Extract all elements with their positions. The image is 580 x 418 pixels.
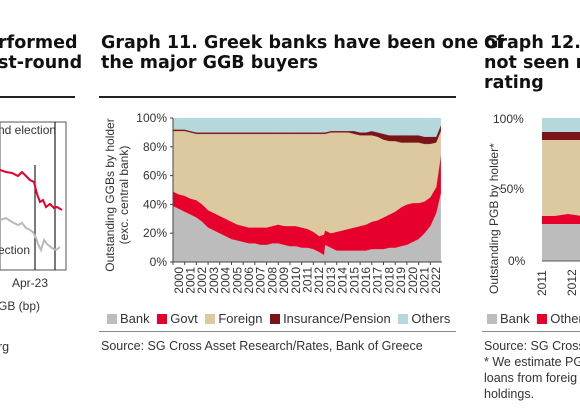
right-title-line-3: rating bbox=[484, 73, 544, 93]
left-title-rule bbox=[0, 96, 75, 98]
xtick-label-2001: 2001 bbox=[184, 267, 198, 294]
right-source-line-1: Source: SG Cross bbox=[484, 339, 580, 353]
xtick-label-2021: 2021 bbox=[417, 267, 431, 294]
right-source-line-2: * We estimate PG bbox=[484, 355, 580, 369]
xtick-label-2000: 2000 bbox=[172, 267, 186, 294]
left-legend: GB (bp) bbox=[0, 299, 40, 313]
right-legend-label-other: Other I bbox=[550, 311, 580, 326]
right-ytick-100: 100% bbox=[493, 112, 524, 126]
right-legend: Bank Other I bbox=[487, 311, 580, 326]
xtick-label-2011: 2011 bbox=[301, 267, 315, 293]
left-chart: nd election ection Apr-23 GB (bp) bbox=[0, 121, 67, 313]
ytick-label-100: 100% bbox=[136, 111, 167, 125]
right-xtick-2012: 2012 bbox=[565, 269, 579, 296]
xtick-label-2007: 2007 bbox=[254, 267, 268, 294]
legend-swatch-foreign bbox=[205, 314, 216, 324]
legend-item-insurance: Insurance/Pension bbox=[270, 311, 391, 326]
main-legend-rule bbox=[99, 331, 456, 332]
ytick-label-60: 60% bbox=[143, 169, 167, 183]
left-title-line-2: st-round bbox=[0, 53, 83, 73]
legend-swatch-insurance bbox=[270, 314, 281, 324]
ytick-label-0: 0% bbox=[150, 255, 168, 269]
legend-label-govt: Govt bbox=[170, 311, 198, 326]
right-ytick-0: 0% bbox=[508, 254, 526, 268]
xtick-label-2013: 2013 bbox=[324, 267, 338, 294]
right-area-others bbox=[542, 118, 580, 132]
xtick-label-2019: 2019 bbox=[394, 267, 408, 294]
xtick-label-2016: 2016 bbox=[359, 267, 373, 294]
ytick-label-80: 80% bbox=[143, 140, 167, 154]
ytick-label-40: 40% bbox=[143, 197, 167, 211]
right-area-govt bbox=[542, 214, 580, 224]
main-chart: 0%20%40%60%80%100%2000200120022003200420… bbox=[103, 111, 443, 294]
legend-swatch-bank bbox=[107, 314, 117, 324]
legend-label-others: Others bbox=[411, 311, 451, 326]
right-area-insurance bbox=[542, 132, 580, 140]
xtick-label-2005: 2005 bbox=[230, 267, 244, 294]
xtick-label-2014: 2014 bbox=[336, 267, 350, 294]
right-ylabel: Outstanding PGB by holder* bbox=[487, 143, 501, 294]
main-title-rule bbox=[99, 96, 456, 98]
right-legend-label-bank: Bank bbox=[500, 311, 530, 326]
xtick-label-2006: 2006 bbox=[242, 267, 256, 294]
area-others bbox=[172, 117, 441, 137]
y-axis-label-line-1: Outstanding GGBs by holder bbox=[103, 118, 117, 271]
right-legend-item-other: Other I bbox=[537, 311, 580, 326]
y-axis-label-line-2: (exc. central bank) bbox=[117, 146, 131, 245]
left-red-series bbox=[0, 169, 63, 211]
xtick-label-2002: 2002 bbox=[195, 267, 209, 294]
xtick-label-2012: 2012 bbox=[312, 267, 326, 294]
legend-item-foreign: Foreign bbox=[205, 311, 262, 326]
xtick-label-2022: 2022 bbox=[429, 267, 443, 294]
xtick-label-2009: 2009 bbox=[277, 267, 291, 294]
xtick-label-2010: 2010 bbox=[289, 267, 303, 294]
right-xtick-2011: 2011 bbox=[535, 270, 549, 296]
xtick-label-2015: 2015 bbox=[347, 267, 361, 294]
right-legend-swatch-bank bbox=[487, 314, 497, 324]
left-gray-series bbox=[0, 216, 61, 253]
left-annotation-1: nd election bbox=[0, 123, 56, 137]
legend-swatch-govt bbox=[157, 314, 168, 324]
right-source-line-4: holdings. bbox=[484, 387, 535, 401]
right-title-line-2: not seen n bbox=[484, 53, 580, 73]
left-title-line-1: rformed bbox=[0, 33, 78, 53]
left-annotation-2: ection bbox=[0, 243, 30, 257]
right-legend-rule bbox=[482, 331, 580, 332]
left-xtick: Apr-23 bbox=[12, 276, 48, 290]
main-title-line-2: the major GGB buyers bbox=[101, 53, 319, 73]
right-source-line-3: loans from foreig bbox=[484, 371, 578, 385]
legend-item-others: Others bbox=[398, 311, 450, 326]
legend-label-foreign: Foreign bbox=[218, 311, 263, 326]
legend-item-bank: Bank bbox=[107, 311, 150, 326]
main-source: Source: SG Cross Asset Research/Rates, B… bbox=[101, 339, 423, 353]
xtick-label-2020: 2020 bbox=[406, 267, 420, 294]
right-title-line-1: Graph 12. bbox=[484, 33, 580, 53]
right-legend-swatch-other bbox=[537, 314, 548, 324]
left-source: rg bbox=[0, 340, 10, 354]
ytick-label-20: 20% bbox=[143, 226, 167, 240]
right-area-foreign bbox=[542, 140, 580, 216]
main-legend: Bank Govt Foreign Insurance/Pension Othe… bbox=[107, 311, 450, 326]
xtick-label-2018: 2018 bbox=[382, 267, 396, 294]
xtick-label-2008: 2008 bbox=[265, 267, 279, 294]
legend-label-bank: Bank bbox=[120, 311, 150, 326]
main-title-line-1: Graph 11. Greek banks have been one of bbox=[101, 33, 504, 53]
xtick-label-2003: 2003 bbox=[207, 267, 221, 294]
legend-label-insurance: Insurance/Pension bbox=[283, 311, 391, 326]
left-chart-frame bbox=[0, 121, 67, 271]
xtick-label-2004: 2004 bbox=[219, 267, 233, 294]
right-ytick-50: 50% bbox=[500, 182, 524, 196]
right-chart: Outstanding PGB by holder* 100% 50% 0% 2… bbox=[487, 112, 580, 296]
legend-item-govt: Govt bbox=[157, 311, 198, 326]
right-legend-item-bank: Bank bbox=[487, 311, 530, 326]
right-area-bank bbox=[542, 224, 580, 261]
legend-swatch-others bbox=[398, 314, 409, 324]
xtick-label-2017: 2017 bbox=[371, 267, 385, 294]
